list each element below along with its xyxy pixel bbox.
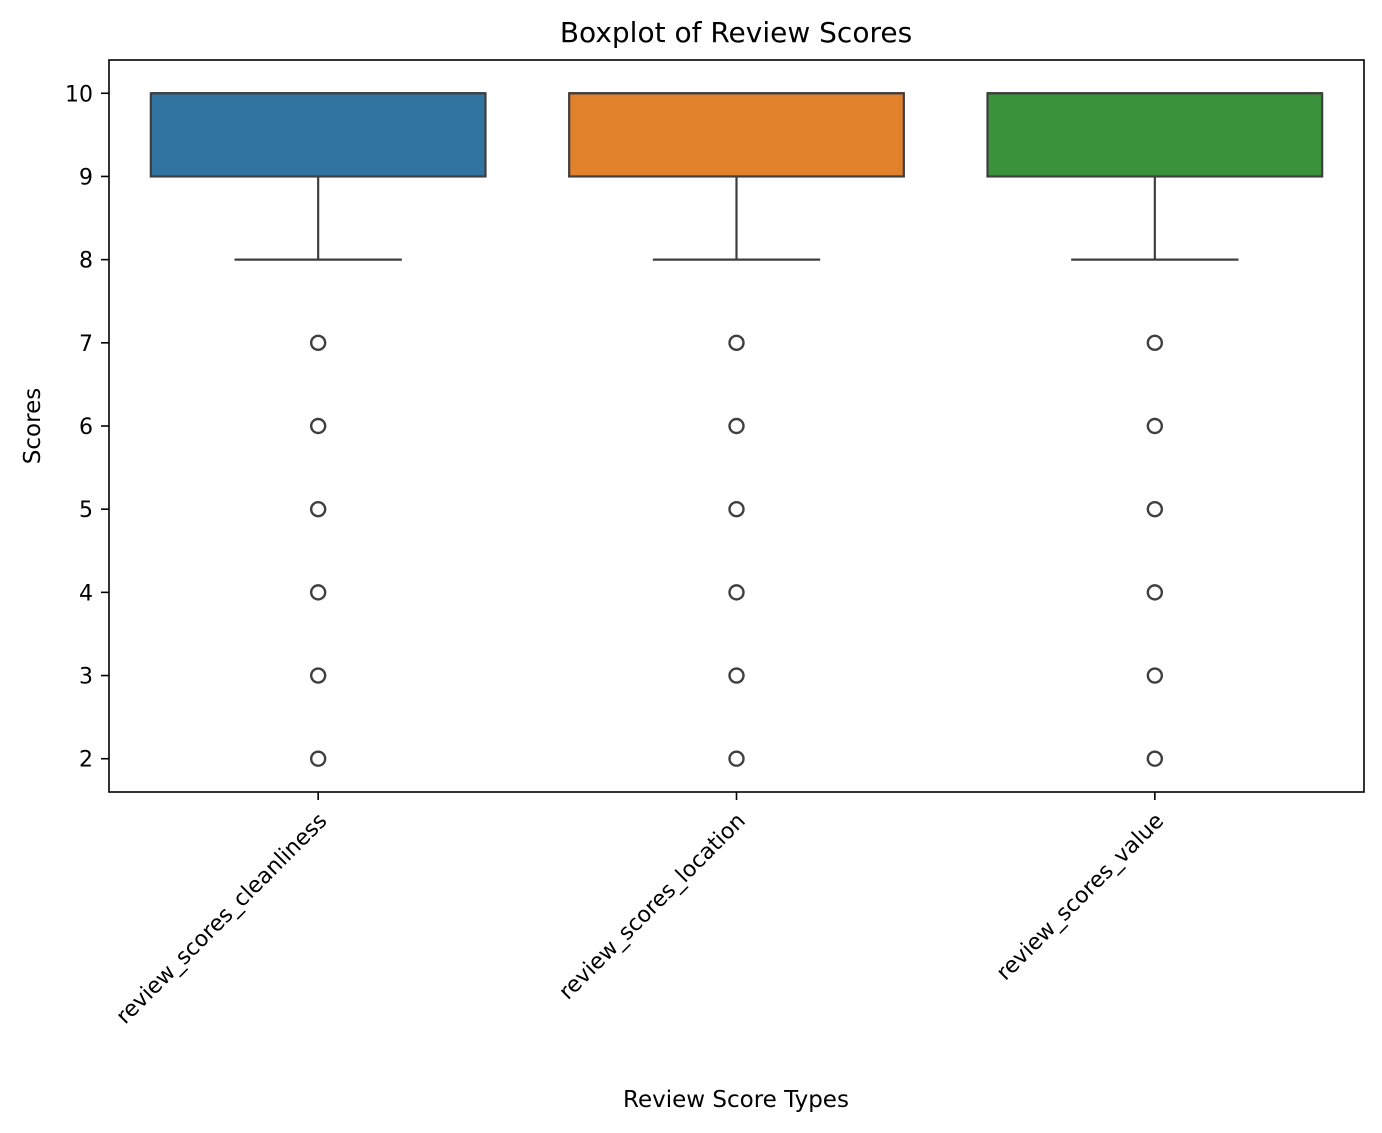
x-tick-label: review_scores_cleanliness: [112, 809, 333, 1030]
outlier-point: [728, 500, 745, 518]
y-tick-label: 5: [79, 498, 93, 523]
x-tick-label: review_scores_location: [554, 809, 750, 1005]
y-axis: 2 3 4 5 6 7 8 9 10: [65, 82, 109, 773]
iqr-box: [568, 92, 905, 178]
y-axis-label: Scores: [20, 388, 46, 464]
outlier-point: [1146, 417, 1164, 435]
outlier-point: [309, 750, 327, 767]
chart-title: Boxplot of Review Scores: [560, 16, 912, 49]
y-tick-label: 3: [79, 665, 93, 690]
x-axis-label: Review Score Types: [623, 1087, 849, 1113]
y-tick-label: 9: [79, 165, 93, 190]
y-tick-label: 4: [79, 581, 93, 606]
outlier-point: [728, 667, 745, 684]
outlier-point: [1146, 500, 1164, 518]
y-tick-label: 10: [65, 82, 93, 107]
outlier-point: [1146, 750, 1164, 767]
box-group-2: [568, 92, 905, 767]
outlier-point: [309, 500, 327, 518]
iqr-box: [149, 92, 487, 178]
outlier-point: [728, 334, 745, 352]
outlier-point: [309, 417, 327, 435]
box-group-3: [986, 92, 1324, 767]
outlier-point: [309, 334, 327, 352]
outlier-point: [728, 750, 745, 767]
y-tick-label: 8: [79, 249, 93, 274]
plot-area: [149, 92, 1324, 767]
iqr-box: [986, 92, 1324, 178]
outlier-point: [728, 417, 745, 435]
outlier-point: [1146, 334, 1164, 352]
outlier-point: [728, 584, 745, 601]
outlier-point: [1146, 667, 1164, 684]
box-group-1: [149, 92, 487, 767]
y-tick-label: 6: [79, 415, 93, 440]
y-tick-label: 7: [79, 332, 93, 357]
x-tick-label: review_scores_value: [992, 809, 1169, 986]
outlier-point: [1146, 584, 1164, 601]
outlier-point: [309, 667, 327, 684]
outlier-point: [309, 584, 327, 601]
x-axis: review_scores_cleanliness review_scores_l…: [112, 792, 1169, 1029]
y-tick-label: 2: [79, 748, 93, 773]
